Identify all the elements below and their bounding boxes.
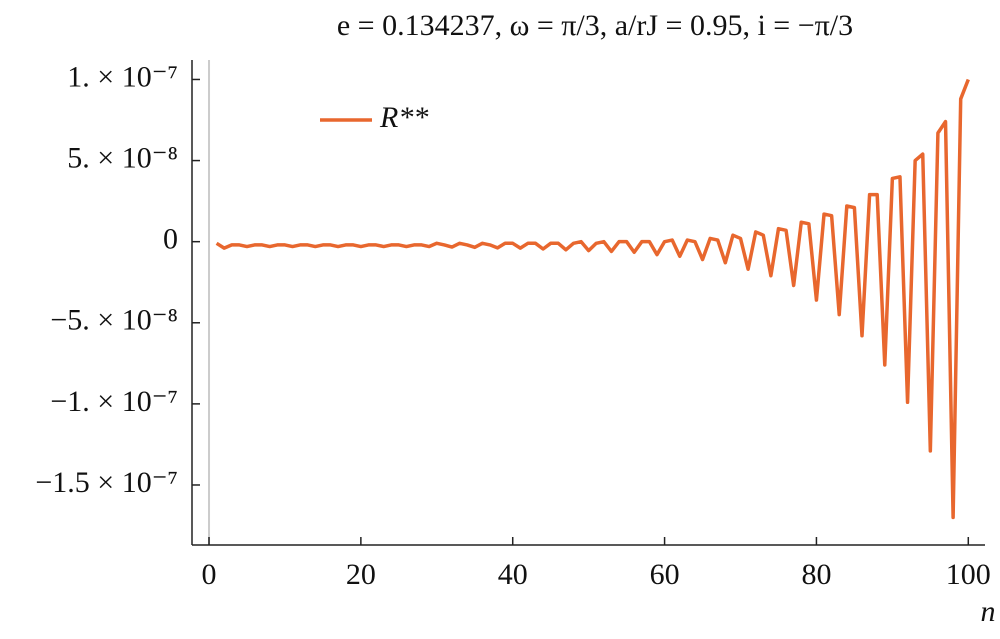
y-tick-label: −1.5 × 10⁻⁷ bbox=[35, 466, 178, 499]
chart-title: e = 0.134237, ω = π/3, a/rJ = 0.95, i = … bbox=[337, 9, 853, 42]
y-tick-label: 1. × 10⁻⁷ bbox=[67, 60, 178, 93]
x-axis-label: n bbox=[981, 595, 996, 628]
legend-label: R** bbox=[379, 101, 428, 134]
x-tick-label: 80 bbox=[801, 558, 831, 591]
x-tick-label: 20 bbox=[346, 558, 376, 591]
x-tick-label: 40 bbox=[498, 558, 528, 591]
x-tick-label: 60 bbox=[650, 558, 680, 591]
y-tick-label: −5. × 10⁻⁸ bbox=[50, 304, 178, 337]
y-tick-label: −1. × 10⁻⁷ bbox=[50, 385, 178, 418]
y-tick-label: 5. × 10⁻⁸ bbox=[67, 141, 178, 174]
x-tick-label: 0 bbox=[202, 558, 217, 591]
x-tick-label: 100 bbox=[946, 558, 991, 591]
y-tick-label: 0 bbox=[163, 223, 178, 256]
data-line bbox=[215, 78, 970, 520]
